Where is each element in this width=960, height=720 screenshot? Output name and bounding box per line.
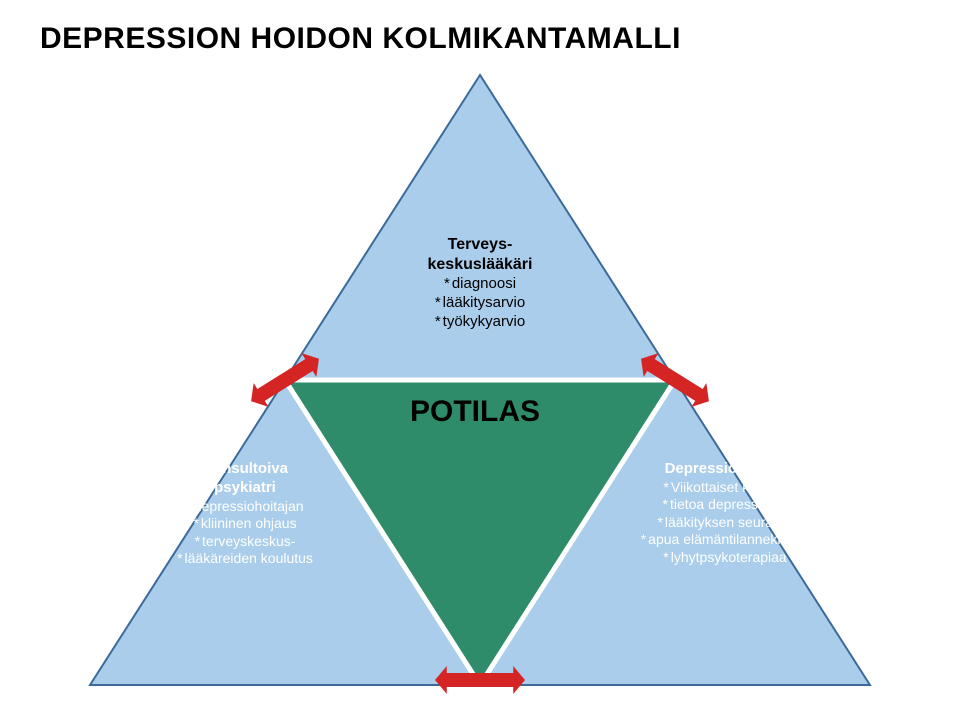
top-block-items: diagnoosilääkitysarviotyökykyarvio bbox=[395, 275, 565, 331]
left-block-heading: Konsultoivapsykiatri bbox=[150, 460, 340, 498]
right-block: Depressiohoitaja Viikottaiset käynnittie… bbox=[610, 460, 840, 566]
center-label: POTILAS bbox=[410, 395, 540, 429]
left-block: Konsultoivapsykiatri depressiohoitajankl… bbox=[150, 460, 340, 568]
right-block-items: Viikottaiset käynnittietoa depressiostal… bbox=[610, 479, 840, 567]
page: DEPRESSION HOIDON KOLMIKANTAMALLI POTILA… bbox=[0, 0, 960, 720]
left-block-items: depressiohoitajankliininen ohjausterveys… bbox=[150, 498, 340, 568]
right-block-heading: Depressiohoitaja bbox=[610, 460, 840, 479]
top-block: Terveys-keskuslääkäri diagnoosilääkitysa… bbox=[395, 235, 565, 331]
top-block-heading: Terveys-keskuslääkäri bbox=[395, 235, 565, 275]
diagram-svg bbox=[0, 0, 960, 720]
